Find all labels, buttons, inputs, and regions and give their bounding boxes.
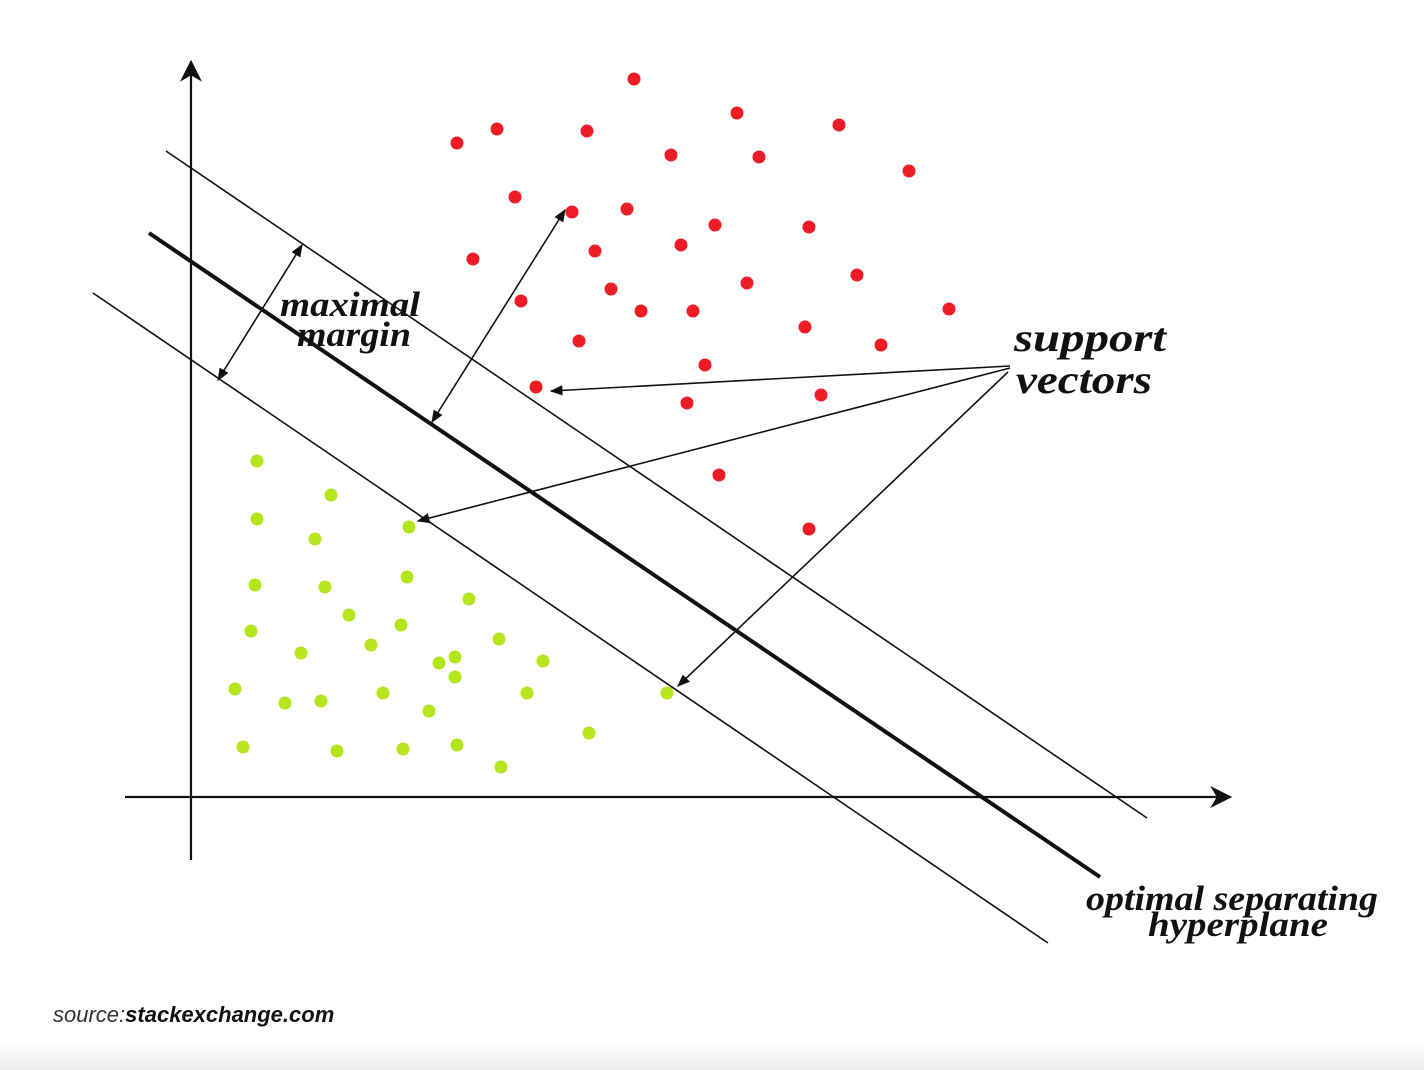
hyperplane-label: optimal separating	[1086, 879, 1378, 918]
positive-point	[802, 522, 816, 536]
positive-point	[902, 164, 916, 178]
negative-point	[330, 744, 344, 758]
support-vector-arrow-1	[549, 365, 1011, 396]
support-vector-arrow-2	[416, 367, 1011, 524]
positive-point	[942, 302, 956, 316]
negative-point	[294, 646, 308, 660]
negative-point	[448, 670, 462, 684]
positive-point	[814, 388, 828, 402]
positive-point	[712, 468, 726, 482]
positive-point	[686, 304, 700, 318]
positive-point	[490, 122, 504, 136]
source-caption: source:stackexchange.com	[53, 1002, 334, 1028]
negative-point	[492, 632, 506, 646]
positive-point	[565, 205, 579, 219]
maximal-margin-label: maximal	[280, 285, 420, 324]
negative-point	[250, 512, 264, 526]
negative-point	[342, 608, 356, 622]
negative-point	[462, 592, 476, 606]
positive-point	[634, 304, 648, 318]
negative-point	[494, 760, 508, 774]
negative-point	[364, 638, 378, 652]
positive-point	[572, 334, 586, 348]
positive-point	[604, 282, 618, 296]
positive-point	[627, 72, 641, 86]
negative-point	[250, 454, 264, 468]
negative-point	[308, 532, 322, 546]
hyperplane-line	[147, 231, 1102, 879]
positive-point	[850, 268, 864, 282]
positive-point	[752, 150, 766, 164]
positive-point	[508, 190, 522, 204]
negative-point	[248, 578, 262, 592]
negative-point	[400, 570, 414, 584]
positive-point	[450, 136, 464, 150]
positive-class-points	[450, 72, 956, 536]
positive-point	[588, 244, 602, 258]
maximal-margin-arrow	[217, 243, 303, 382]
positive-point	[832, 118, 846, 132]
negative-point	[402, 520, 416, 534]
negative-point	[244, 624, 258, 638]
negative-point	[536, 654, 550, 668]
negative-point	[422, 704, 436, 718]
source-site: stackexchange.com	[125, 1002, 335, 1027]
positive-point	[674, 238, 688, 252]
positive-point	[580, 124, 594, 138]
negative-point	[278, 696, 292, 710]
upper-margin-line	[165, 150, 1148, 819]
negative-point	[582, 726, 596, 740]
negative-point	[228, 682, 242, 696]
positive-point	[802, 220, 816, 234]
positive-point	[740, 276, 754, 290]
support-vector-arrow-3	[677, 371, 1009, 687]
support-vectors-label-line2: vectors	[1016, 357, 1152, 402]
positive-point	[529, 380, 543, 394]
half-margin-arrow	[431, 208, 566, 424]
negative-point	[236, 740, 250, 754]
negative-point	[432, 656, 446, 670]
negative-point	[314, 694, 328, 708]
negative-point	[396, 742, 410, 756]
negative-point	[660, 686, 674, 700]
source-label: source:	[53, 1002, 126, 1027]
negative-point	[450, 738, 464, 752]
negative-point	[520, 686, 534, 700]
positive-point	[664, 148, 678, 162]
positive-point	[620, 202, 634, 216]
lower-margin-line	[92, 292, 1049, 944]
negative-point	[448, 650, 462, 664]
positive-point	[680, 396, 694, 410]
hyperplane-label-line2: hyperplane	[1148, 905, 1328, 944]
positive-point	[466, 252, 480, 266]
negative-class-points	[228, 454, 674, 774]
negative-point	[324, 488, 338, 502]
positive-point	[514, 294, 528, 308]
positive-point	[874, 338, 888, 352]
positive-point	[798, 320, 812, 334]
positive-point	[698, 358, 712, 372]
negative-point	[318, 580, 332, 594]
positive-point	[730, 106, 744, 120]
maximal-margin-label-line2: margin	[297, 315, 411, 354]
negative-point	[394, 618, 408, 632]
support-vectors-label: support	[1013, 315, 1169, 360]
bottom-band	[0, 1040, 1424, 1070]
positive-point	[708, 218, 722, 232]
negative-point	[376, 686, 390, 700]
